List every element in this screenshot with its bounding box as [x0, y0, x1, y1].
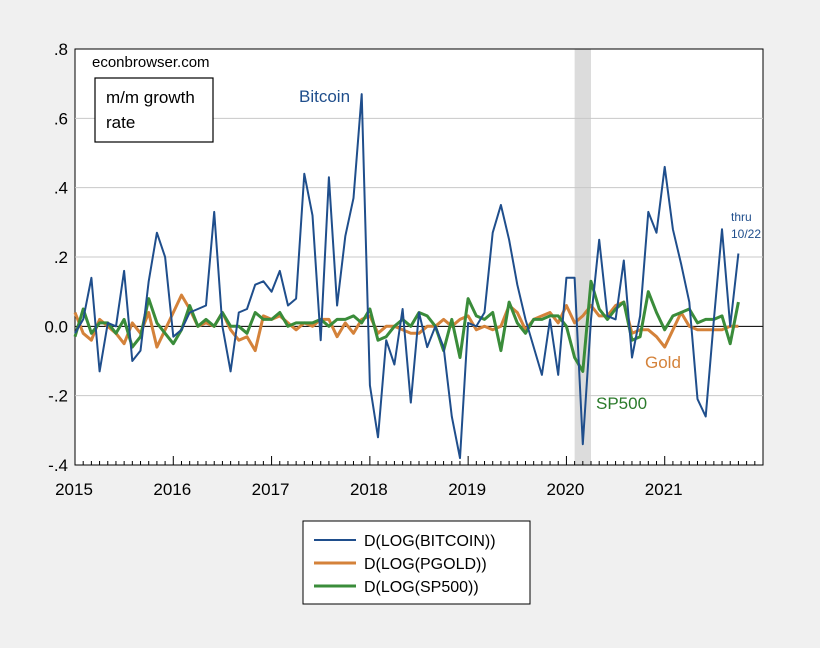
bitcoin-annotation: Bitcoin	[299, 87, 350, 106]
x-tick-label: 2018	[350, 480, 388, 499]
note-line-2: rate	[106, 113, 135, 132]
series-line-bitcoin	[74, 93, 740, 460]
y-tick-label: -.2	[48, 387, 68, 406]
legend-label-bitcoin: D(LOG(BITCOIN))	[364, 533, 496, 550]
source-label: econbrowser.com	[92, 54, 210, 71]
legend: D(LOG(BITCOIN)) D(LOG(PGOLD)) D(LOG(SP50…	[302, 520, 531, 605]
series-line-sp500	[73, 279, 740, 373]
thru-annotation-line1: thru	[731, 210, 752, 224]
y-tick-label: 0.0	[44, 317, 68, 336]
y-tick-label: .6	[54, 109, 68, 128]
thru-annotation-line2: 10/22	[731, 227, 761, 241]
x-tick-label: 2020	[547, 480, 585, 499]
x-tick-label: 2017	[252, 480, 290, 499]
sp500-annotation: SP500	[596, 394, 647, 413]
x-tick-label: 2019	[448, 480, 486, 499]
y-tick-label: -.4	[48, 456, 68, 475]
note-box: m/m growth rate	[94, 77, 214, 143]
legend-label-sp500: D(LOG(SP500))	[364, 579, 479, 596]
y-tick-label: .8	[54, 40, 68, 59]
y-tick-label: .4	[54, 179, 68, 198]
y-tick-label: .2	[54, 248, 68, 267]
gold-annotation: Gold	[645, 353, 681, 372]
x-tick-label: 2015	[55, 480, 93, 499]
x-tick-label: 2016	[153, 480, 191, 499]
legend-label-gold: D(LOG(PGOLD))	[364, 556, 487, 573]
x-tick-label: 2021	[645, 480, 683, 499]
note-line-1: m/m growth	[106, 88, 195, 107]
